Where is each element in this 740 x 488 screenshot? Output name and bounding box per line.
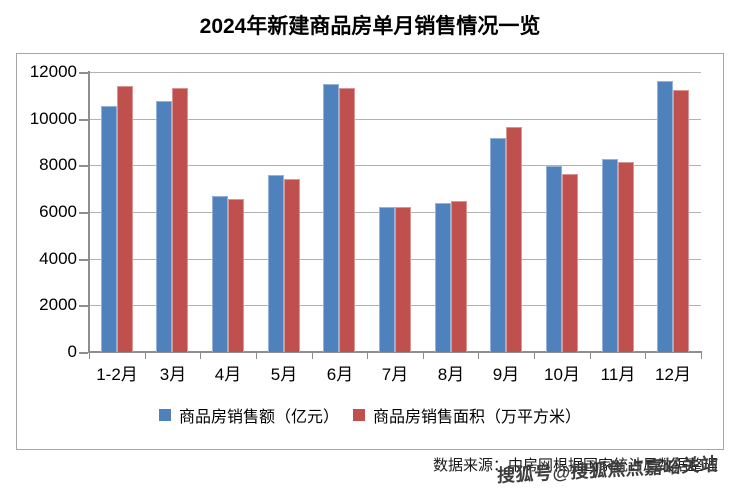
x-tick-mark-7 bbox=[478, 353, 479, 359]
x-tick-mark-9 bbox=[590, 353, 591, 359]
x-axis-label-3: 5月 bbox=[270, 365, 298, 384]
y-tick-mark-0 bbox=[79, 352, 88, 354]
bar-sales-area-m4 bbox=[339, 88, 355, 352]
gridline-12000 bbox=[89, 72, 701, 73]
y-tick-mark-6000 bbox=[79, 212, 88, 214]
bar-sales-area-m0 bbox=[117, 86, 133, 352]
x-axis-label-7: 9月 bbox=[492, 365, 520, 384]
x-tick-mark-0 bbox=[89, 353, 90, 359]
x-tick-mark-11 bbox=[701, 353, 702, 359]
bar-sales-amount-m0 bbox=[101, 106, 117, 352]
legend-item-sales-amount: 商品房销售额（亿元） bbox=[158, 403, 339, 427]
bar-sales-amount-m1 bbox=[156, 101, 172, 352]
y-tick-mark-2000 bbox=[79, 305, 88, 307]
x-tick-mark-1 bbox=[145, 353, 146, 359]
data-source-text: 数据来源：中房网根据国家统计局数据整理 bbox=[432, 457, 718, 474]
bar-sales-area-m2 bbox=[228, 199, 244, 352]
legend: 商品房销售额（亿元） 商品房销售面积（万平方米） bbox=[17, 403, 723, 427]
y-tick-label-2000: 2000 bbox=[39, 295, 77, 314]
x-tick-mark-10 bbox=[645, 353, 646, 359]
chart-title: 2024年新建商品房单月销售情况一览 bbox=[199, 15, 541, 38]
bar-sales-amount-m3 bbox=[268, 175, 284, 352]
y-tick-label-10000: 10000 bbox=[29, 109, 77, 128]
y-tick-mark-4000 bbox=[79, 259, 88, 261]
x-axis-label-6: 8月 bbox=[437, 365, 465, 384]
y-tick-mark-8000 bbox=[79, 165, 88, 167]
legend-marker-sales-area bbox=[353, 409, 365, 421]
y-tick-mark-12000 bbox=[79, 72, 88, 74]
y-tick-label-0: 0 bbox=[67, 342, 77, 361]
y-tick-label-6000: 6000 bbox=[39, 202, 77, 221]
y-tick-label-8000: 8000 bbox=[39, 155, 77, 174]
bar-sales-amount-m10 bbox=[657, 81, 673, 352]
bar-sales-area-m1 bbox=[172, 88, 188, 352]
legend-marker-sales-amount bbox=[158, 409, 171, 421]
x-tick-mark-8 bbox=[534, 353, 535, 359]
x-tick-mark-4 bbox=[312, 353, 313, 359]
legend-label-sales-area: 商品房销售面积（万平方米） bbox=[373, 409, 582, 426]
legend-label-sales-amount: 商品房销售额（亿元） bbox=[178, 409, 339, 426]
x-axis-label-0: 1-2月 bbox=[96, 365, 138, 384]
bar-sales-area-m7 bbox=[506, 127, 522, 352]
x-axis-label-4: 6月 bbox=[326, 365, 354, 384]
bar-sales-area-m5 bbox=[395, 207, 411, 352]
bar-sales-amount-m9 bbox=[602, 159, 618, 352]
bar-sales-amount-m7 bbox=[490, 138, 506, 352]
bar-sales-amount-m5 bbox=[379, 207, 395, 352]
bar-sales-amount-m4 bbox=[323, 84, 339, 352]
x-axis-line bbox=[88, 351, 702, 353]
x-axis-label-9: 11月 bbox=[600, 365, 636, 384]
x-axis-label-10: 12月 bbox=[655, 365, 691, 384]
bar-sales-area-m10 bbox=[673, 90, 689, 352]
y-axis-line bbox=[88, 71, 90, 353]
bar-sales-amount-m8 bbox=[546, 166, 562, 352]
bar-sales-area-m8 bbox=[562, 174, 578, 352]
x-axis-label-2: 4月 bbox=[214, 365, 242, 384]
bar-sales-area-m9 bbox=[618, 162, 634, 352]
bar-sales-area-m3 bbox=[284, 179, 300, 352]
x-axis-label-8: 10月 bbox=[544, 365, 580, 384]
y-tick-label-12000: 12000 bbox=[29, 62, 77, 81]
gridline-10000 bbox=[89, 119, 701, 120]
bar-sales-amount-m6 bbox=[435, 203, 451, 352]
y-tick-label-4000: 4000 bbox=[39, 249, 77, 268]
plot-area bbox=[89, 72, 701, 352]
x-tick-mark-3 bbox=[256, 353, 257, 359]
x-axis-label-1: 3月 bbox=[159, 365, 187, 384]
bar-sales-area-m6 bbox=[451, 201, 467, 352]
x-tick-mark-6 bbox=[423, 353, 424, 359]
legend-item-sales-area: 商品房销售面积（万平方米） bbox=[353, 403, 581, 427]
bar-sales-amount-m2 bbox=[212, 196, 228, 352]
gridline-8000 bbox=[89, 165, 701, 166]
y-tick-mark-10000 bbox=[79, 119, 88, 121]
x-tick-mark-5 bbox=[367, 353, 368, 359]
x-tick-mark-2 bbox=[200, 353, 201, 359]
x-axis-label-5: 7月 bbox=[381, 365, 409, 384]
chart-container: 0 2000 4000 6000 8000 10000 12000 1-2月 3月 4月 5月 6月… bbox=[16, 53, 724, 450]
